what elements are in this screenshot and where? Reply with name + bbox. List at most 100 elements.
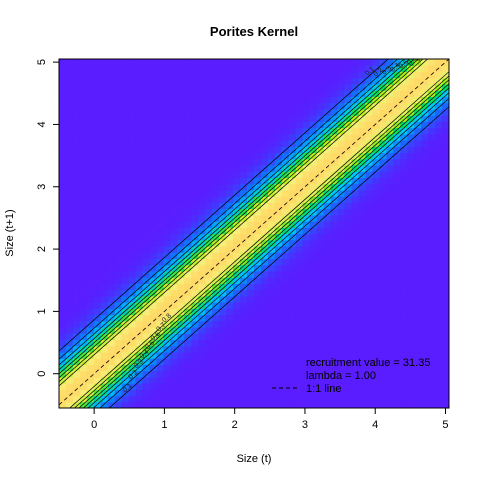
heatmap-cell	[442, 115, 449, 122]
heatmap-cell	[379, 158, 387, 166]
heatmap-cell	[274, 140, 283, 147]
heatmap-cell	[205, 196, 213, 203]
heatmap-cell	[330, 90, 339, 97]
heatmap-cell	[191, 389, 199, 397]
heatmap-cell	[184, 121, 192, 129]
heatmap-cell	[142, 351, 151, 359]
heatmap-cell	[414, 370, 422, 378]
heatmap-cell	[407, 189, 415, 197]
heatmap-cell	[407, 283, 415, 291]
heatmap-cell	[281, 358, 290, 365]
heatmap-cell	[435, 196, 443, 203]
heatmap-cell	[170, 214, 178, 222]
heatmap-cell	[274, 83, 283, 91]
heatmap-cell	[59, 171, 67, 179]
heatmap-cell	[240, 96, 248, 104]
heatmap-cell	[407, 171, 415, 179]
heatmap-cell	[114, 289, 123, 297]
heatmap-cell	[254, 308, 262, 316]
heatmap-cell	[428, 302, 436, 309]
heatmap-cell	[86, 289, 95, 297]
heatmap-cell	[428, 140, 436, 147]
heatmap-cell	[184, 258, 192, 266]
heatmap-cell	[93, 140, 102, 147]
heatmap-cell	[219, 183, 227, 191]
heatmap-cell	[379, 127, 387, 135]
heatmap-cell	[247, 65, 255, 73]
heatmap-cell	[365, 401, 373, 408]
heatmap-cell	[295, 389, 304, 397]
heatmap-cell	[267, 245, 276, 253]
heatmap-cell	[72, 183, 81, 191]
heatmap-cell	[59, 208, 67, 216]
heatmap-cell	[79, 96, 88, 104]
heatmap-cell	[226, 295, 234, 303]
heatmap-cell	[177, 364, 185, 372]
heatmap-cell	[107, 320, 116, 328]
heatmap-cell	[177, 283, 185, 291]
heatmap-cell	[163, 364, 172, 372]
heatmap-cell	[344, 383, 353, 390]
heatmap-cell	[267, 171, 276, 179]
heatmap-cell	[309, 295, 318, 303]
heatmap-cell	[233, 152, 241, 160]
heatmap-cell	[393, 252, 401, 260]
heatmap-cell	[407, 90, 415, 97]
heatmap-cell	[219, 196, 227, 203]
heatmap-cell	[107, 83, 116, 91]
heatmap-cell	[400, 308, 408, 316]
heatmap-cell	[428, 83, 436, 91]
heatmap-cell	[379, 189, 387, 197]
heatmap-cell	[114, 115, 123, 122]
heatmap-cell	[198, 252, 206, 260]
heatmap-cell	[267, 239, 276, 247]
heatmap-cell	[414, 252, 422, 260]
heatmap-cell	[309, 326, 318, 334]
heatmap-cell	[372, 177, 380, 185]
heatmap-cell	[358, 121, 367, 129]
heatmap-cell	[267, 140, 276, 147]
heatmap-cell	[267, 164, 276, 172]
heatmap-cell	[121, 358, 130, 365]
heatmap-cell	[386, 376, 394, 384]
heatmap-cell	[295, 376, 304, 384]
heatmap-cell	[233, 258, 241, 266]
heatmap-cell	[72, 171, 81, 179]
heatmap-cell	[260, 65, 269, 73]
heatmap-cell	[247, 277, 255, 284]
heatmap-cell	[435, 358, 443, 365]
heatmap-cell	[219, 115, 227, 122]
heatmap-cell	[400, 65, 408, 73]
heatmap-cell	[309, 302, 318, 309]
heatmap-cell	[281, 326, 290, 334]
heatmap-cell	[233, 395, 241, 403]
heatmap-cell	[247, 314, 255, 322]
heatmap-cell	[400, 239, 408, 247]
heatmap-cell	[379, 339, 387, 347]
heatmap-cell	[177, 59, 185, 66]
heatmap-cell	[114, 77, 123, 85]
heatmap-cell	[191, 395, 199, 403]
heatmap-cell	[351, 177, 360, 185]
heatmap-cell	[191, 115, 199, 122]
heatmap-cell	[59, 295, 67, 303]
heatmap-cell	[365, 59, 373, 66]
heatmap-cell	[414, 283, 422, 291]
heatmap-cell	[198, 71, 206, 79]
heatmap-cell	[330, 283, 339, 291]
heatmap-cell	[142, 401, 151, 408]
heatmap-cell	[128, 345, 137, 353]
heatmap-cell	[233, 115, 241, 122]
heatmap-cell	[351, 202, 360, 210]
heatmap-cell	[442, 308, 449, 316]
heatmap-cell	[93, 233, 102, 241]
heatmap-cell	[302, 183, 311, 191]
heatmap-cell	[149, 133, 158, 141]
heatmap-cell	[428, 158, 436, 166]
heatmap-cell	[351, 59, 360, 66]
heatmap-cell	[442, 295, 449, 303]
heatmap-cell	[386, 171, 394, 179]
heatmap-cell	[330, 158, 339, 166]
heatmap-cell	[128, 158, 137, 166]
heatmap-cell	[191, 289, 199, 297]
